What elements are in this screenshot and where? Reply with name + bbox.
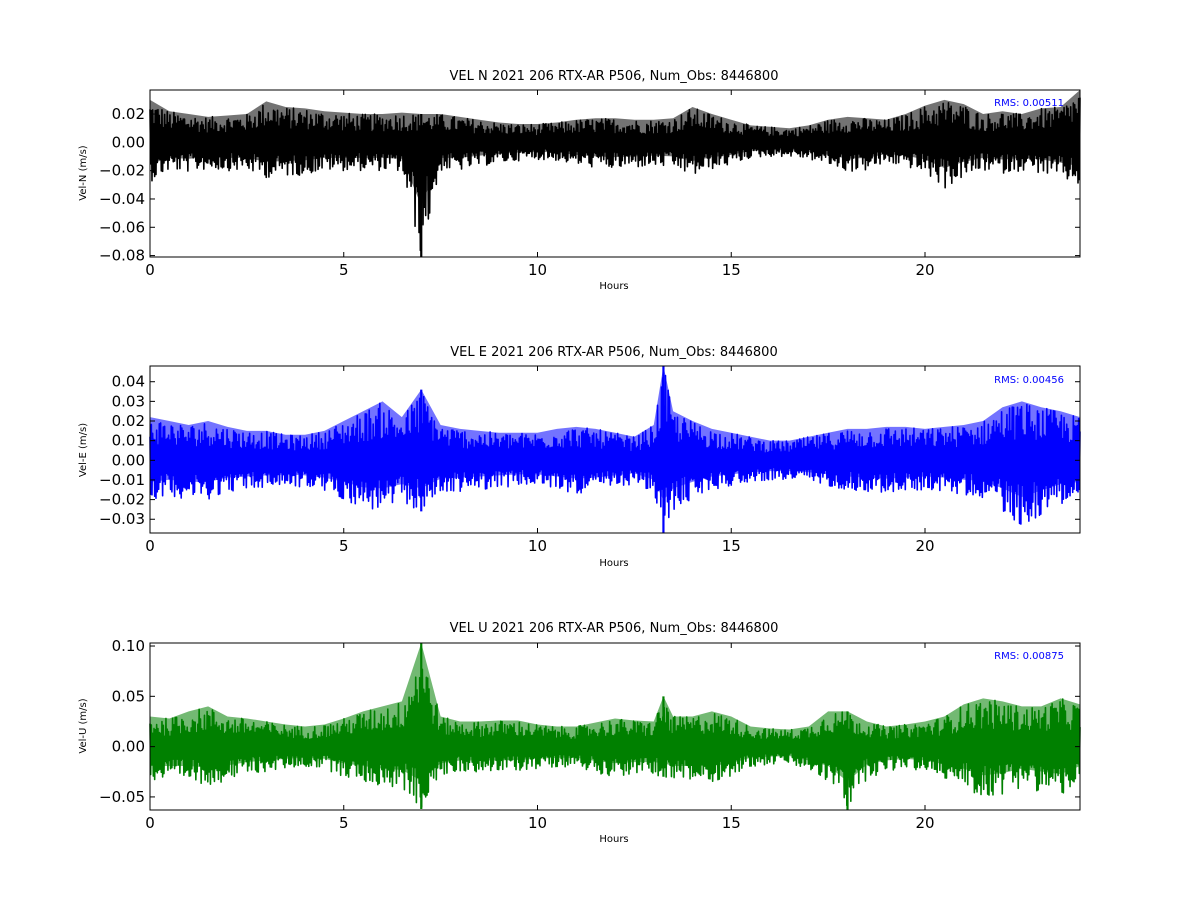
y-tick-label: 0.02 [112,412,145,430]
x-tick-label: 20 [915,537,934,555]
x-tick-label: 10 [528,261,547,279]
y-tick-label: −0.04 [99,190,145,208]
y-tick-label: 0.10 [112,637,145,655]
x-tick-label: 20 [915,261,934,279]
y-tick-label: 0.03 [112,392,145,410]
rms-annotation: RMS: 0.00456 [994,375,1064,386]
panel-vel-u: VEL U 2021 206 RTX-AR P506, Num_Obs: 844… [78,621,1081,845]
x-axis-label: Hours [599,834,628,845]
series-area [149,366,1081,533]
panel-title: VEL N 2021 206 RTX-AR P506, Num_Obs: 844… [450,69,779,84]
y-tick-label: −0.06 [99,218,145,236]
series-line [149,374,1081,525]
x-tick-label: 5 [339,537,349,555]
y-tick-label: 0.04 [112,373,145,391]
x-axis-label: Hours [599,281,628,292]
x-tick-label: 0 [145,814,155,832]
y-tick-label: −0.01 [99,471,145,489]
y-tick-label: −0.03 [99,510,145,528]
x-tick-label: 15 [722,537,741,555]
x-ticks: 0 5 10 15 20 [145,90,935,279]
y-tick-label: −0.05 [99,788,145,806]
y-ticks: 0.040.03 0.02 0.010.00 −0.01 −0.02−0.03 [99,373,1080,528]
series-area [149,90,1081,257]
y-tick-label: −0.08 [99,247,145,265]
y-tick-label: 0.00 [112,451,145,469]
rms-annotation: RMS: 0.00511 [994,98,1064,109]
y-ticks: 0.02 0.00 −0.02 −0.04 −0.06 −0.08 [99,105,1080,265]
panel-vel-e: VEL E 2021 206 RTX-AR P506, Num_Obs: 844… [78,345,1081,569]
panel-title: VEL E 2021 206 RTX-AR P506, Num_Obs: 844… [450,345,777,360]
x-tick-label: 10 [528,537,547,555]
x-tick-label: 5 [339,814,349,832]
panel-title: VEL U 2021 206 RTX-AR P506, Num_Obs: 844… [450,621,779,636]
x-tick-label: 0 [145,261,155,279]
x-axis-label: Hours [599,558,628,569]
plot-frame [149,642,1081,811]
y-axis-label: Vel-E (m/s) [78,423,89,477]
plot-frame [149,365,1081,534]
y-axis-label: Vel-N (m/s) [78,145,89,200]
y-ticks: 0.10 0.05 0.00 −0.05 [99,637,1080,806]
y-tick-label: 0.00 [112,133,145,151]
y-tick-label: −0.02 [99,491,145,509]
x-tick-label: 20 [915,814,934,832]
series-line [149,668,1081,808]
y-tick-label: 0.02 [112,105,145,123]
x-tick-label: 0 [145,537,155,555]
x-ticks: 0 5 10 15 20 [145,643,935,832]
x-tick-label: 15 [722,814,741,832]
y-axis-label: Vel-U (m/s) [78,698,89,753]
plot-frame [149,89,1081,258]
x-ticks: 0 5 10 15 20 [145,366,935,555]
y-tick-label: 0.05 [112,687,145,705]
y-tick-label: −0.02 [99,162,145,180]
rms-annotation: RMS: 0.00875 [994,651,1064,662]
series-line [149,97,1081,252]
y-tick-label: 0.01 [112,432,145,450]
x-tick-label: 15 [722,261,741,279]
y-tick-label: 0.00 [112,738,145,756]
x-tick-label: 5 [339,261,349,279]
series-area [149,643,1081,810]
panel-vel-n: VEL N 2021 206 RTX-AR P506, Num_Obs: 844… [78,69,1081,292]
x-tick-label: 10 [528,814,547,832]
